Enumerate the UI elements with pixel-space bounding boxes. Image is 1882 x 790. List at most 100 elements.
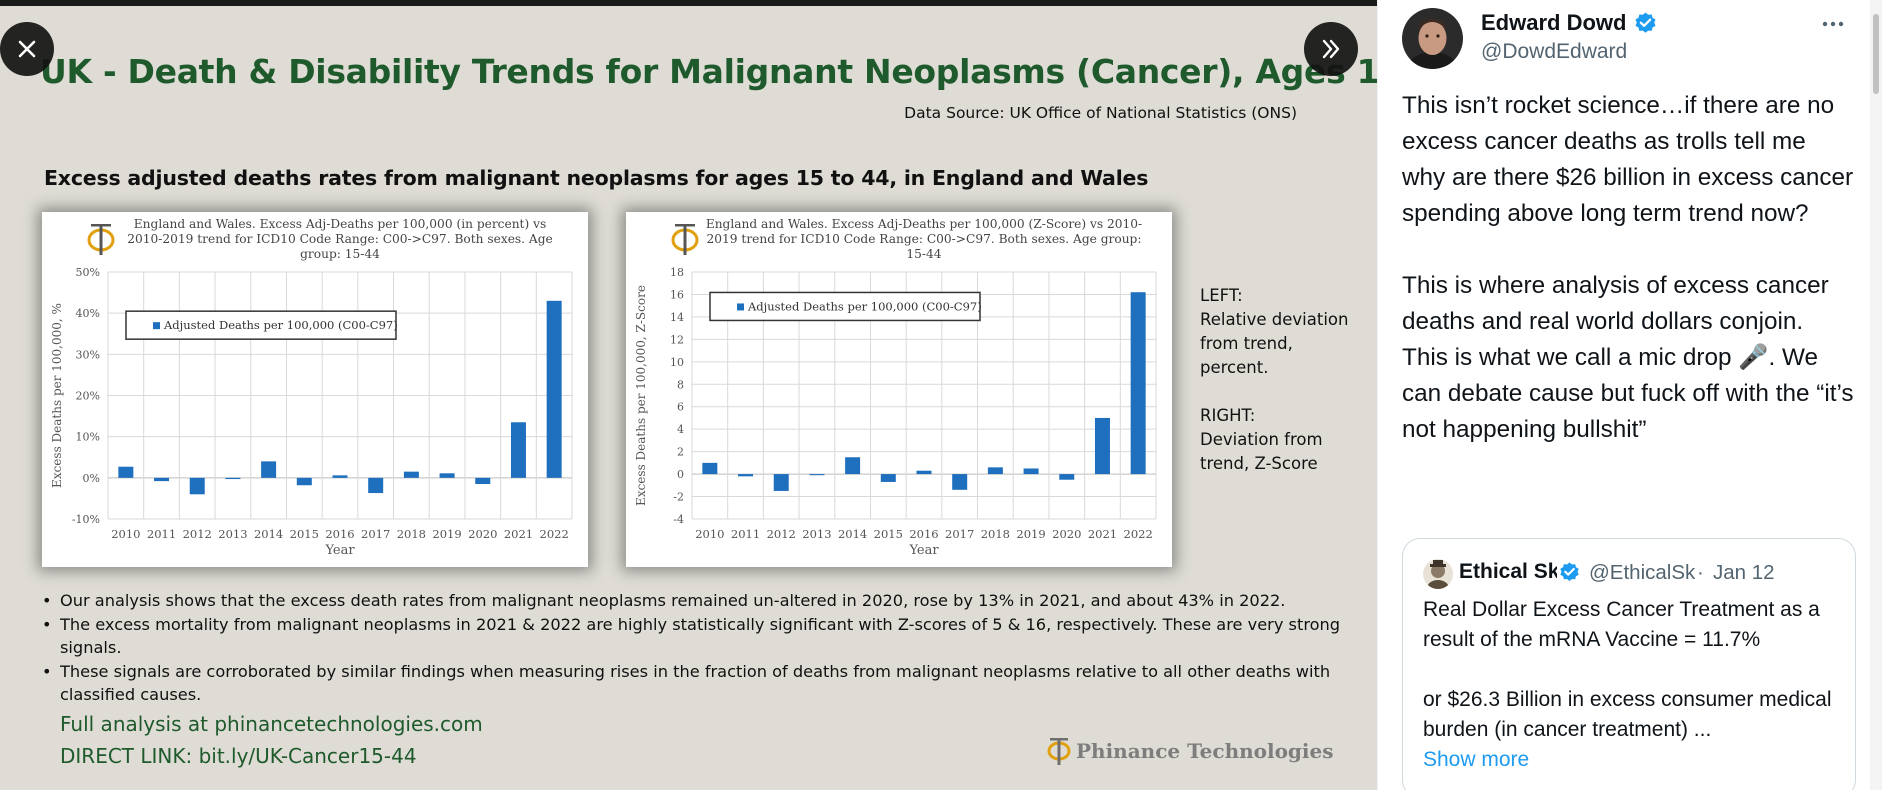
direct-link-text: DIRECT LINK: bit.ly/UK-Cancer15-44 — [60, 744, 417, 768]
bar — [225, 477, 241, 480]
finding-bullet: The excess mortality from malignant neop… — [40, 613, 1360, 660]
y-tick-label: 16 — [670, 288, 684, 301]
bar — [1023, 468, 1039, 475]
quoted-paragraph: or $26.3 Billion in excess consumer medi… — [1423, 688, 1832, 741]
y-tick-label: 14 — [670, 311, 684, 324]
y-tick-label: 6 — [677, 401, 684, 414]
finding-bullet: Our analysis shows that the excess death… — [40, 589, 1360, 613]
bar — [403, 471, 419, 478]
x-axis-label: Year — [908, 543, 939, 558]
x-tick-label: 2018 — [397, 527, 426, 541]
chart-logo-icon — [87, 224, 115, 255]
x-tick-label: 2013 — [802, 527, 831, 541]
bar — [510, 422, 526, 478]
x-tick-label: 2011 — [731, 527, 760, 541]
more-options-button[interactable] — [1818, 12, 1848, 36]
show-more-link[interactable]: Show more — [1423, 748, 1530, 771]
bar — [809, 474, 825, 476]
author-avatar[interactable] — [1402, 8, 1463, 69]
bar — [845, 457, 861, 475]
bar — [332, 475, 348, 478]
legend-swatch — [737, 303, 744, 311]
legend-box — [709, 291, 981, 322]
finding-bullet: These signals are corroborated by simila… — [40, 660, 1360, 707]
quoted-tweet-card[interactable]: Ethical Skepti @EthicalSk · Jan 12 Real … — [1402, 538, 1856, 790]
bar — [475, 477, 491, 485]
side-notes: LEFT: Relative deviation from trend, per… — [1200, 284, 1370, 476]
tweet-paragraph: This isn’t rocket science…if there are n… — [1402, 92, 1860, 227]
chart-title-line: England and Wales. Excess Adj-Deaths per… — [706, 217, 1142, 231]
logo-bar — [91, 224, 111, 227]
y-tick-label: 20% — [76, 390, 100, 403]
expand-panel-button[interactable] — [1304, 22, 1358, 76]
quoted-author-handle: @EthicalSk — [1589, 561, 1695, 584]
x-tick-label: 2017 — [361, 527, 390, 541]
bar — [261, 461, 277, 478]
bar — [189, 477, 205, 495]
logo-bar — [675, 224, 695, 227]
quoted-tweet-text: Real Dollar Excess Cancer Treatment as a… — [1423, 595, 1843, 775]
x-tick-label: 2015 — [290, 527, 319, 541]
x-tick-label: 2010 — [695, 527, 724, 541]
close-button[interactable] — [0, 22, 54, 76]
bar — [439, 473, 455, 478]
bar — [1059, 474, 1075, 480]
legend-label: Adjusted Deaths per 100,000 (C00-C97) — [163, 318, 398, 332]
bar — [738, 474, 754, 477]
more-horizontal-icon — [1822, 21, 1844, 27]
bar — [773, 474, 789, 491]
y-axis-label: Excess Deaths per 100,000, Z-Score — [634, 285, 648, 506]
chart-logo-icon — [671, 224, 699, 255]
top-border — [0, 0, 1377, 6]
logo-stem — [99, 225, 103, 255]
x-tick-label: 2011 — [147, 527, 176, 541]
bar — [546, 300, 562, 478]
chart-right-zscore: England and Wales. Excess Adj-Deaths per… — [626, 212, 1172, 567]
findings-list: Our analysis shows that the excess death… — [40, 589, 1360, 707]
chart-title-line: 15-44 — [906, 247, 941, 261]
quoted-author-name: Ethical Skepti — [1459, 560, 1557, 583]
y-tick-label: 0% — [83, 472, 100, 485]
tweet-pane: Edward Dowd @DowdEdward This isn’t rocke… — [1377, 0, 1882, 790]
avatar-image — [1402, 8, 1463, 69]
x-tick-label: 2015 — [874, 527, 903, 541]
media-viewer-image: UK - Death & Disability Trends for Malig… — [0, 6, 1377, 790]
verified-badge-icon — [1560, 562, 1579, 582]
slide-subtitle: Excess adjusted deaths rates from malign… — [44, 166, 1149, 190]
side-note-right-heading: RIGHT: — [1200, 406, 1256, 425]
x-tick-label: 2020 — [468, 527, 497, 541]
side-note-left-line: Relative deviation — [1200, 310, 1349, 329]
bar — [1130, 292, 1146, 475]
y-tick-label: 0 — [677, 468, 684, 481]
slide-title: UK - Death & Disability Trends for Malig… — [40, 52, 1377, 91]
chart-title-line: 2019 trend for ICD10 Code Range: C00->C9… — [707, 232, 1142, 246]
y-tick-label: 18 — [670, 266, 684, 279]
y-tick-label: 12 — [670, 333, 684, 346]
separator-dot: · — [1697, 561, 1704, 584]
x-tick-label: 2016 — [909, 527, 938, 541]
bar — [154, 477, 170, 482]
bar — [702, 462, 718, 475]
bar — [1094, 417, 1110, 475]
side-note-right-line: trend, Z-Score — [1200, 454, 1318, 473]
x-tick-label: 2017 — [945, 527, 974, 541]
y-tick-label: 8 — [677, 378, 684, 391]
side-note-right-line: Deviation from — [1200, 430, 1323, 449]
tweet-paragraph: This is where analysis of excess cancer … — [1402, 272, 1861, 443]
chart-title-line: England and Wales. Excess Adj-Deaths per… — [134, 217, 546, 231]
chart-left-svg: England and Wales. Excess Adj-Deaths per… — [50, 217, 573, 558]
side-note-left-line: percent. — [1200, 358, 1269, 377]
tweet-text: This isn’t rocket science…if there are n… — [1402, 88, 1854, 448]
author-name[interactable]: Edward Dowd — [1481, 10, 1627, 35]
x-tick-label: 2021 — [504, 527, 533, 541]
x-tick-label: 2019 — [432, 527, 461, 541]
author-handle[interactable]: @DowdEdward — [1481, 40, 1628, 63]
bar — [296, 477, 312, 486]
y-tick-label: 50% — [76, 266, 100, 279]
bar — [368, 477, 384, 494]
x-tick-label: 2014 — [254, 527, 283, 541]
scrollbar[interactable] — [1870, 0, 1882, 790]
scrollbar-thumb[interactable] — [1873, 14, 1879, 94]
bar — [118, 466, 134, 478]
bar — [880, 474, 896, 482]
